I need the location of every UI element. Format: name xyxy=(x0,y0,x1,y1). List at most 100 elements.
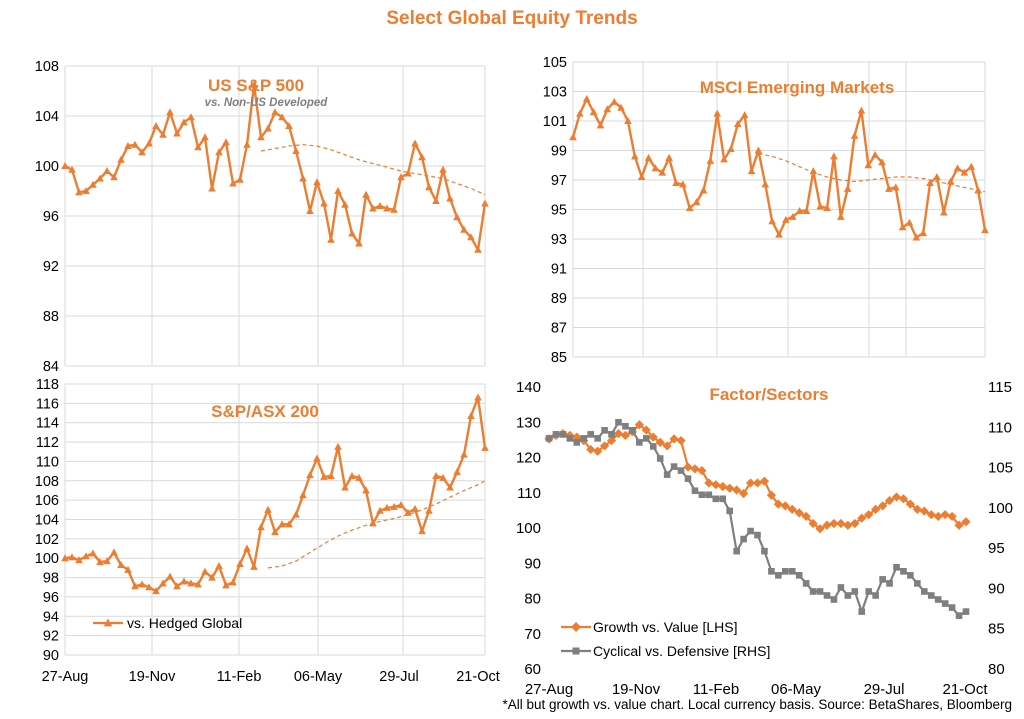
data-point-marker xyxy=(967,162,976,170)
data-point-marker xyxy=(75,188,83,196)
y-tick-label: 96 xyxy=(43,590,59,606)
data-point-marker xyxy=(474,245,482,253)
x-tick-label: 29-Jul xyxy=(864,681,905,698)
data-point-marker xyxy=(830,152,838,160)
data-point-marker xyxy=(802,206,811,214)
data-point-marker xyxy=(768,217,776,225)
data-point-marker xyxy=(610,97,618,105)
data-point-marker-diamond xyxy=(586,444,596,455)
data-point-marker-square xyxy=(802,580,810,587)
data-point-marker-diamond xyxy=(620,430,631,440)
data-point-marker xyxy=(919,229,927,237)
data-point-marker-square xyxy=(761,547,768,555)
data-point-marker xyxy=(327,471,335,479)
data-point-marker xyxy=(390,205,398,213)
data-point-marker-square xyxy=(636,439,643,446)
y-tick-label: 99 xyxy=(551,144,567,160)
data-point-marker-square xyxy=(601,427,608,434)
y-tick-label: 104 xyxy=(35,109,59,125)
data-point-marker xyxy=(467,233,475,241)
data-point-marker-square xyxy=(907,572,914,579)
y-tick-label: 118 xyxy=(36,377,59,393)
data-point-marker-square xyxy=(587,431,594,438)
data-point-marker xyxy=(131,140,139,148)
data-point-marker xyxy=(362,190,370,198)
data-point-marker xyxy=(926,178,934,186)
data-point-marker xyxy=(264,505,272,513)
data-point-marker xyxy=(362,486,370,494)
data-point-marker xyxy=(439,473,447,481)
data-point-marker xyxy=(145,583,153,591)
data-point-marker xyxy=(61,162,69,169)
data-point-marker xyxy=(201,567,209,575)
data-point-marker-square xyxy=(573,439,581,446)
data-point-marker xyxy=(474,393,482,401)
data-point-marker xyxy=(313,454,321,462)
y-tick-label-left: 120 xyxy=(516,450,541,467)
y-tick-label-left: 80 xyxy=(524,591,541,608)
data-point-marker xyxy=(432,471,440,479)
data-point-marker xyxy=(624,117,632,124)
data-point-marker xyxy=(75,556,83,564)
y-tick-label: 112 xyxy=(36,435,59,451)
data-point-marker xyxy=(257,133,265,141)
data-point-marker xyxy=(215,561,223,569)
data-point-marker xyxy=(82,552,90,560)
data-point-marker-diamond xyxy=(593,446,603,456)
data-point-marker xyxy=(740,111,749,119)
data-point-marker-square xyxy=(809,588,817,595)
data-point-marker xyxy=(194,580,202,588)
data-point-marker xyxy=(850,131,859,139)
data-point-marker xyxy=(569,133,577,141)
data-point-marker-square xyxy=(698,491,706,499)
data-point-marker xyxy=(299,174,307,182)
y-tick-label-right: 105 xyxy=(988,460,1013,477)
data-point-marker xyxy=(871,150,879,158)
y-tick-label: 110 xyxy=(36,454,59,470)
data-point-marker xyxy=(306,470,314,478)
series-line xyxy=(571,97,987,239)
data-point-marker-square xyxy=(865,588,872,595)
data-point-marker-square xyxy=(615,418,622,426)
data-point-marker-square xyxy=(649,443,657,450)
chart-us-sp500: 84 88 92 96 100 104 108 US S&P 500 vs. Non-US De… xyxy=(35,59,489,375)
data-point-marker xyxy=(124,565,132,573)
data-point-marker xyxy=(481,443,489,451)
data-point-marker xyxy=(940,208,948,216)
data-point-marker-diamond xyxy=(613,428,624,439)
y-tick-label: 96 xyxy=(43,209,59,225)
data-point-marker xyxy=(166,108,174,116)
data-point-marker xyxy=(180,118,188,126)
legend-label: vs. Hedged Global xyxy=(127,615,242,631)
data-point-marker xyxy=(912,233,921,241)
data-point-marker xyxy=(425,506,433,514)
data-point-marker xyxy=(775,230,783,238)
y-tick-label: 100 xyxy=(35,551,59,567)
data-point-marker xyxy=(355,239,363,247)
data-point-marker xyxy=(89,549,97,557)
data-point-marker xyxy=(878,158,886,166)
data-point-marker-square xyxy=(559,431,567,438)
data-point-marker xyxy=(631,152,639,160)
data-point-marker xyxy=(264,124,272,132)
data-point-marker xyxy=(96,558,104,566)
y-tick-label: 108 xyxy=(35,474,59,490)
data-point-marker-diamond xyxy=(648,432,658,442)
data-point-marker-diamond xyxy=(773,499,783,509)
data-point-marker-diamond xyxy=(794,508,804,518)
data-point-marker xyxy=(981,226,989,234)
y-tick-label: 92 xyxy=(43,259,59,275)
data-point-marker xyxy=(68,553,76,561)
data-point-marker xyxy=(754,146,763,154)
y-tick-label: 85 xyxy=(551,350,567,366)
data-point-marker xyxy=(341,200,349,208)
data-point-marker xyxy=(229,578,237,586)
data-point-marker xyxy=(692,198,701,206)
data-point-marker xyxy=(334,187,342,194)
data-point-marker xyxy=(699,186,708,194)
data-point-marker xyxy=(589,108,598,116)
data-point-marker xyxy=(117,560,125,568)
data-point-marker xyxy=(576,109,584,117)
data-point-marker xyxy=(596,121,605,129)
